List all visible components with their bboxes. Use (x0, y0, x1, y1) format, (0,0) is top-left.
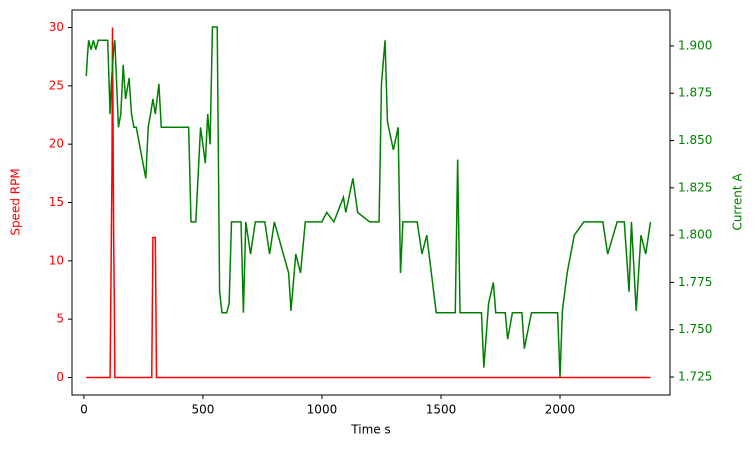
x-axis-label: Time s (350, 423, 390, 437)
y-tick-label: 5 (56, 312, 64, 326)
y-tick-label: 10 (49, 253, 64, 267)
x-tick-label: 500 (191, 403, 214, 417)
y2-tick-label: 1.750 (678, 322, 712, 336)
x-tick-label: 2000 (545, 403, 576, 417)
y2-tick-label: 1.900 (678, 38, 712, 52)
y-tick-label: 0 (56, 370, 64, 384)
y2-tick-label: 1.850 (678, 133, 712, 147)
x-tick-label: 0 (80, 403, 88, 417)
y2-tick-label: 1.800 (678, 228, 712, 242)
y-tick-label: 15 (49, 195, 64, 209)
x-tick-label: 1500 (426, 403, 457, 417)
y-tick-label: 20 (49, 137, 64, 151)
y2-tick-label: 1.875 (678, 86, 712, 100)
x-tick-label: 1000 (307, 403, 338, 417)
y2-tick-label: 1.825 (678, 180, 712, 194)
y2-tick-label: 1.725 (678, 370, 712, 384)
series-line (86, 27, 651, 379)
y-axis-label: Speed RPM (9, 168, 23, 235)
y2-axis-label: Current A (731, 173, 745, 231)
series-line (85, 26, 652, 378)
plot-frame (71, 9, 671, 396)
y-tick-label: 30 (49, 20, 64, 34)
y-tick-label: 25 (49, 78, 64, 92)
y2-tick-label: 1.775 (678, 275, 712, 289)
